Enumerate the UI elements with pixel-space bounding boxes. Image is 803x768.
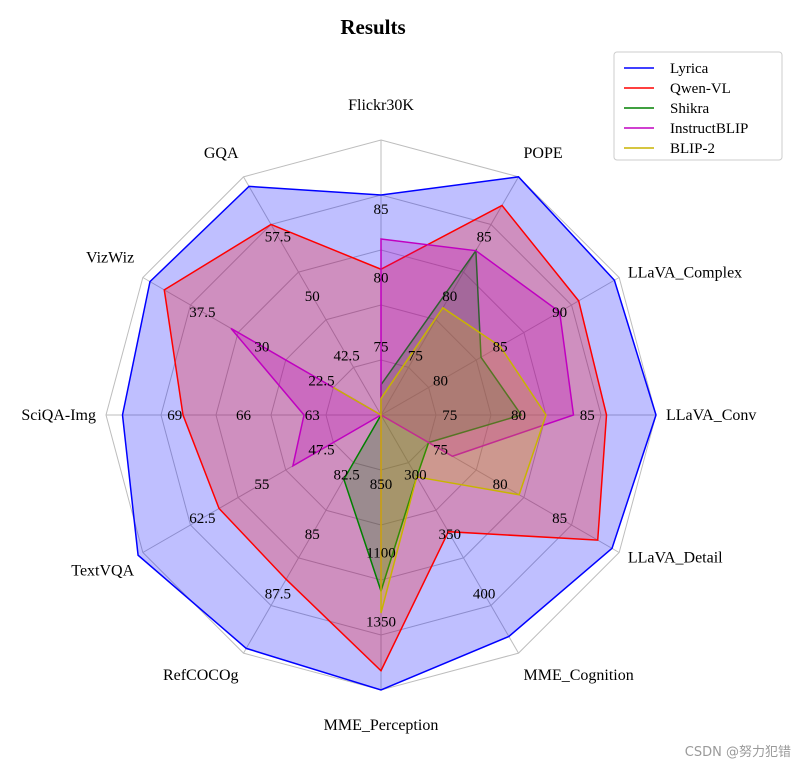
tick-label-flickr30k-2: 80 <box>374 271 389 287</box>
tick-label-textvqa-2: 55 <box>254 477 269 493</box>
tick-label-sciqa-img-2: 66 <box>236 408 252 424</box>
series-shikra <box>343 248 523 594</box>
tick-label-mme-perception-2: 1100 <box>366 546 395 562</box>
tick-label-gqa-1: 42.5 <box>334 348 360 364</box>
tick-label-sciqa-img-3: 69 <box>167 408 182 424</box>
tick-label-pope-2: 80 <box>442 289 457 305</box>
axis-label-gqa: GQA <box>204 145 239 162</box>
legend: Lyrica Qwen-VL Shikra InstructBLIP BLIP-2 <box>613 51 783 161</box>
series-instructblip <box>230 238 575 589</box>
chart-title: Results <box>340 15 405 39</box>
axis-label-textvqa: TextVQA <box>71 563 134 580</box>
tick-label-gqa-3: 57.5 <box>265 229 291 245</box>
axis-label-llava-conv: LLaVA_Conv <box>666 407 756 424</box>
grid-spoke-pope <box>380 176 519 416</box>
tick-label-sciqa-img-1: 63 <box>305 408 320 424</box>
tick-label-llava-detail-3: 85 <box>552 511 567 527</box>
tick-label-textvqa-3: 62.5 <box>189 511 215 527</box>
axis-label-sciqa-img: SciQA-Img <box>21 407 96 424</box>
legend-label-instructblip: InstructBLIP <box>670 121 748 137</box>
tick-label-mme-cognition-2: 350 <box>439 527 462 543</box>
tick-label-mme-perception-3: 1350 <box>366 614 396 630</box>
radar-tick-labels: 75 80 85 75 80 85 80 85 90 75 80 85 75 80 85 300 350 400 8… <box>167 202 595 631</box>
legend-label-blip-2: BLIP-2 <box>670 141 715 157</box>
axis-label-flickr30k: Flickr30K <box>348 97 414 114</box>
series-blip-2 <box>332 306 547 614</box>
tick-label-textvqa-1: 47.5 <box>308 442 334 458</box>
tick-label-llava-conv-1: 75 <box>442 408 457 424</box>
tick-label-refcocog-2: 85 <box>305 527 320 543</box>
tick-label-llava-conv-2: 80 <box>511 408 526 424</box>
legend-box <box>613 51 783 161</box>
legend-label-qwen-vl: Qwen-VL <box>670 81 731 97</box>
legend-label-lyrica: Lyrica <box>670 61 709 77</box>
tick-label-refcocog-3: 87.5 <box>265 587 291 603</box>
tick-label-llava-conv-3: 85 <box>580 408 595 424</box>
axis-label-llava-complex: LLaVA_Complex <box>628 265 742 282</box>
axis-label-mme-perception: MME_Perception <box>324 717 439 734</box>
tick-label-flickr30k-3: 85 <box>374 202 389 218</box>
axis-label-mme-cognition: MME_Cognition <box>524 667 634 684</box>
tick-label-llava-complex-1: 80 <box>433 374 448 390</box>
tick-label-pope-1: 75 <box>408 348 423 364</box>
tick-label-llava-complex-2: 85 <box>493 339 508 355</box>
tick-label-vizwiz-1: 22.5 <box>308 374 334 390</box>
grid-spoke-mme-cognition <box>380 414 519 654</box>
tick-label-gqa-2: 50 <box>305 289 320 305</box>
tick-label-mme-cognition-1: 300 <box>404 468 427 484</box>
watermark-text: CSDN @努力犯错 <box>684 745 791 760</box>
radar-series <box>121 176 657 691</box>
radar-axis-labels: Flickr30K POPE LLaVA_Complex LLaVA_Conv LLaV… <box>21 97 756 734</box>
tick-label-vizwiz-2: 30 <box>254 339 269 355</box>
tick-label-llava-detail-1: 75 <box>433 442 448 458</box>
axis-label-llava-detail: LLaVA_Detail <box>628 550 723 567</box>
series-qwen-vl <box>163 204 608 673</box>
tick-label-vizwiz-3: 37.5 <box>189 305 215 321</box>
axis-label-vizwiz: VizWiz <box>86 250 134 267</box>
axis-label-pope: POPE <box>524 145 563 162</box>
axis-label-refcocog: RefCOCOg <box>163 667 239 684</box>
tick-label-llava-detail-2: 80 <box>493 477 508 493</box>
tick-label-refcocog-1: 82.5 <box>334 468 360 484</box>
legend-label-shikra: Shikra <box>670 101 710 117</box>
series-lyrica <box>121 176 657 691</box>
tick-label-mme-cognition-3: 400 <box>473 587 496 603</box>
tick-label-mme-perception-1: 850 <box>370 477 393 493</box>
grid-spoke-gqa <box>243 176 382 416</box>
tick-label-flickr30k-1: 75 <box>374 339 389 355</box>
tick-label-pope-3: 85 <box>477 229 492 245</box>
tick-label-llava-complex-3: 90 <box>552 305 567 321</box>
